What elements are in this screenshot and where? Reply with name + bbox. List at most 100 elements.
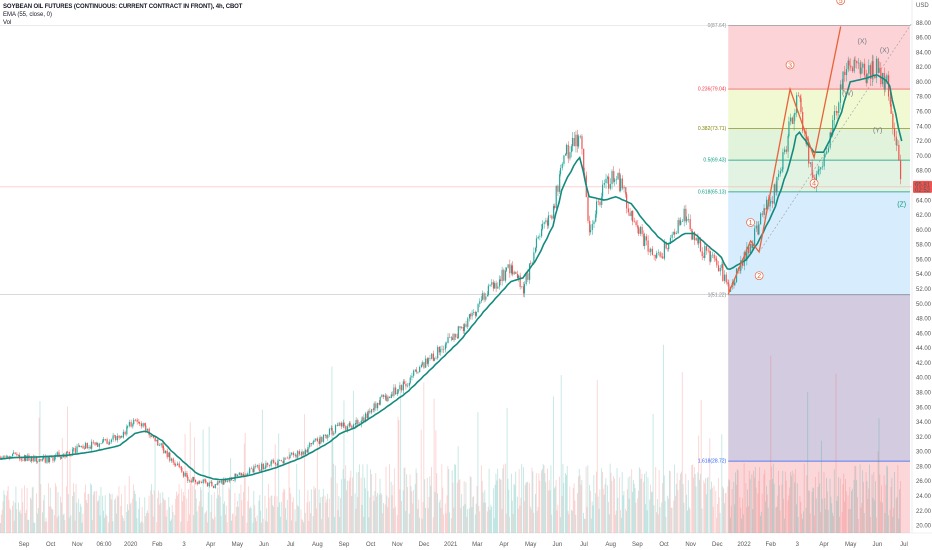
volume-bar <box>717 477 719 533</box>
volume-bar <box>668 498 670 533</box>
candle-body <box>475 312 477 316</box>
candle-body <box>273 460 275 463</box>
candle-body <box>169 452 171 461</box>
volume-bar <box>556 510 558 533</box>
volume-bar <box>587 465 589 533</box>
candle-body <box>34 456 36 462</box>
trend-projection-line[interactable] <box>758 22 913 253</box>
candle-body <box>481 293 483 300</box>
volume-bar <box>148 495 150 533</box>
wave-label[interactable]: 2 <box>757 273 761 280</box>
candle-body <box>704 246 706 258</box>
wave-label[interactable]: (X) <box>880 48 889 55</box>
volume-bar <box>847 495 849 533</box>
volume-bar <box>585 466 587 533</box>
price-tick-label: 54.00 <box>916 272 932 278</box>
volume-bar <box>709 438 711 533</box>
candle-body <box>796 95 798 113</box>
candle-body <box>781 169 783 171</box>
volume-bar <box>198 505 200 533</box>
candle-body <box>140 423 143 427</box>
wave-label[interactable]: (X) <box>858 39 867 46</box>
volume-bar <box>256 515 258 533</box>
volume-bar <box>37 508 39 533</box>
candle-body <box>399 385 401 390</box>
candle-body <box>517 275 520 279</box>
volume-bar <box>97 500 99 533</box>
volume-bar <box>236 506 238 533</box>
candle-body <box>86 443 88 449</box>
wave-label[interactable]: 3 <box>788 62 792 69</box>
volume-bar <box>115 498 116 533</box>
candle-body <box>826 151 828 154</box>
candle-body <box>301 451 303 455</box>
volume-bar <box>812 487 814 533</box>
candle-body <box>259 469 261 471</box>
wave-label[interactable]: 5 <box>839 0 843 5</box>
time-tick-label: May <box>232 542 243 548</box>
volume-bar <box>300 509 302 533</box>
candle-body <box>318 441 320 444</box>
ema-line[interactable] <box>0 74 903 481</box>
volume-bar <box>507 478 509 533</box>
volume-bar <box>519 505 521 533</box>
volume-bar <box>168 497 170 533</box>
elliott-impulse-path[interactable] <box>727 26 842 295</box>
volume-bar <box>526 482 528 533</box>
candle-body <box>773 184 775 204</box>
candle-body <box>842 71 844 89</box>
volume-bar <box>528 483 530 533</box>
candle-body <box>485 296 487 300</box>
candle-body <box>188 480 191 482</box>
candle-body <box>644 236 646 246</box>
candle-body <box>60 457 63 459</box>
volume-bar <box>464 504 466 533</box>
volume-bar <box>803 463 805 533</box>
candle-body <box>537 236 539 239</box>
candle-body <box>553 205 555 219</box>
volume-bar <box>710 489 712 533</box>
candle-body <box>541 228 543 237</box>
candle-body <box>349 423 351 426</box>
candle-body <box>635 221 637 226</box>
wave-label[interactable]: 4 <box>812 181 816 188</box>
volume-bar <box>631 469 633 533</box>
candle-body <box>872 61 874 76</box>
candle-body <box>766 199 768 210</box>
wave-label[interactable]: 1 <box>749 220 753 227</box>
volume-bar <box>621 472 623 533</box>
candle-body <box>533 252 535 263</box>
volume-bar <box>637 498 639 533</box>
volume-bar <box>754 466 756 533</box>
candle-body <box>307 447 309 453</box>
volume-bar <box>60 496 62 533</box>
candle-body <box>396 392 398 395</box>
time-tick-label: Jun <box>259 542 269 548</box>
candle-body <box>381 394 383 398</box>
volume-bar <box>784 471 786 533</box>
wave-label[interactable]: (W) <box>842 90 853 97</box>
candle-body <box>182 471 185 477</box>
volume-bar <box>225 505 227 533</box>
volume-bar <box>861 502 863 533</box>
time-tick-label: Dec <box>712 542 723 548</box>
volume-bar <box>363 516 365 533</box>
candle-body <box>812 174 814 178</box>
candle-body <box>499 279 501 282</box>
volume-bar <box>485 502 487 533</box>
candle-body <box>339 422 341 426</box>
wave-label[interactable]: (Z) <box>897 201 906 208</box>
wave-label[interactable]: (Y) <box>873 127 882 134</box>
candle-body <box>541 223 544 229</box>
volume-bar <box>26 487 28 533</box>
candle-body <box>30 456 33 462</box>
volume-bar <box>571 510 573 533</box>
candle-body <box>247 473 249 475</box>
candle-body <box>282 461 284 464</box>
volume-bar <box>698 435 700 533</box>
price-axis[interactable] <box>912 0 932 550</box>
volume-bar <box>659 507 661 533</box>
fib-level-label: 1(51.22) <box>708 292 727 298</box>
candle-body <box>717 265 720 272</box>
